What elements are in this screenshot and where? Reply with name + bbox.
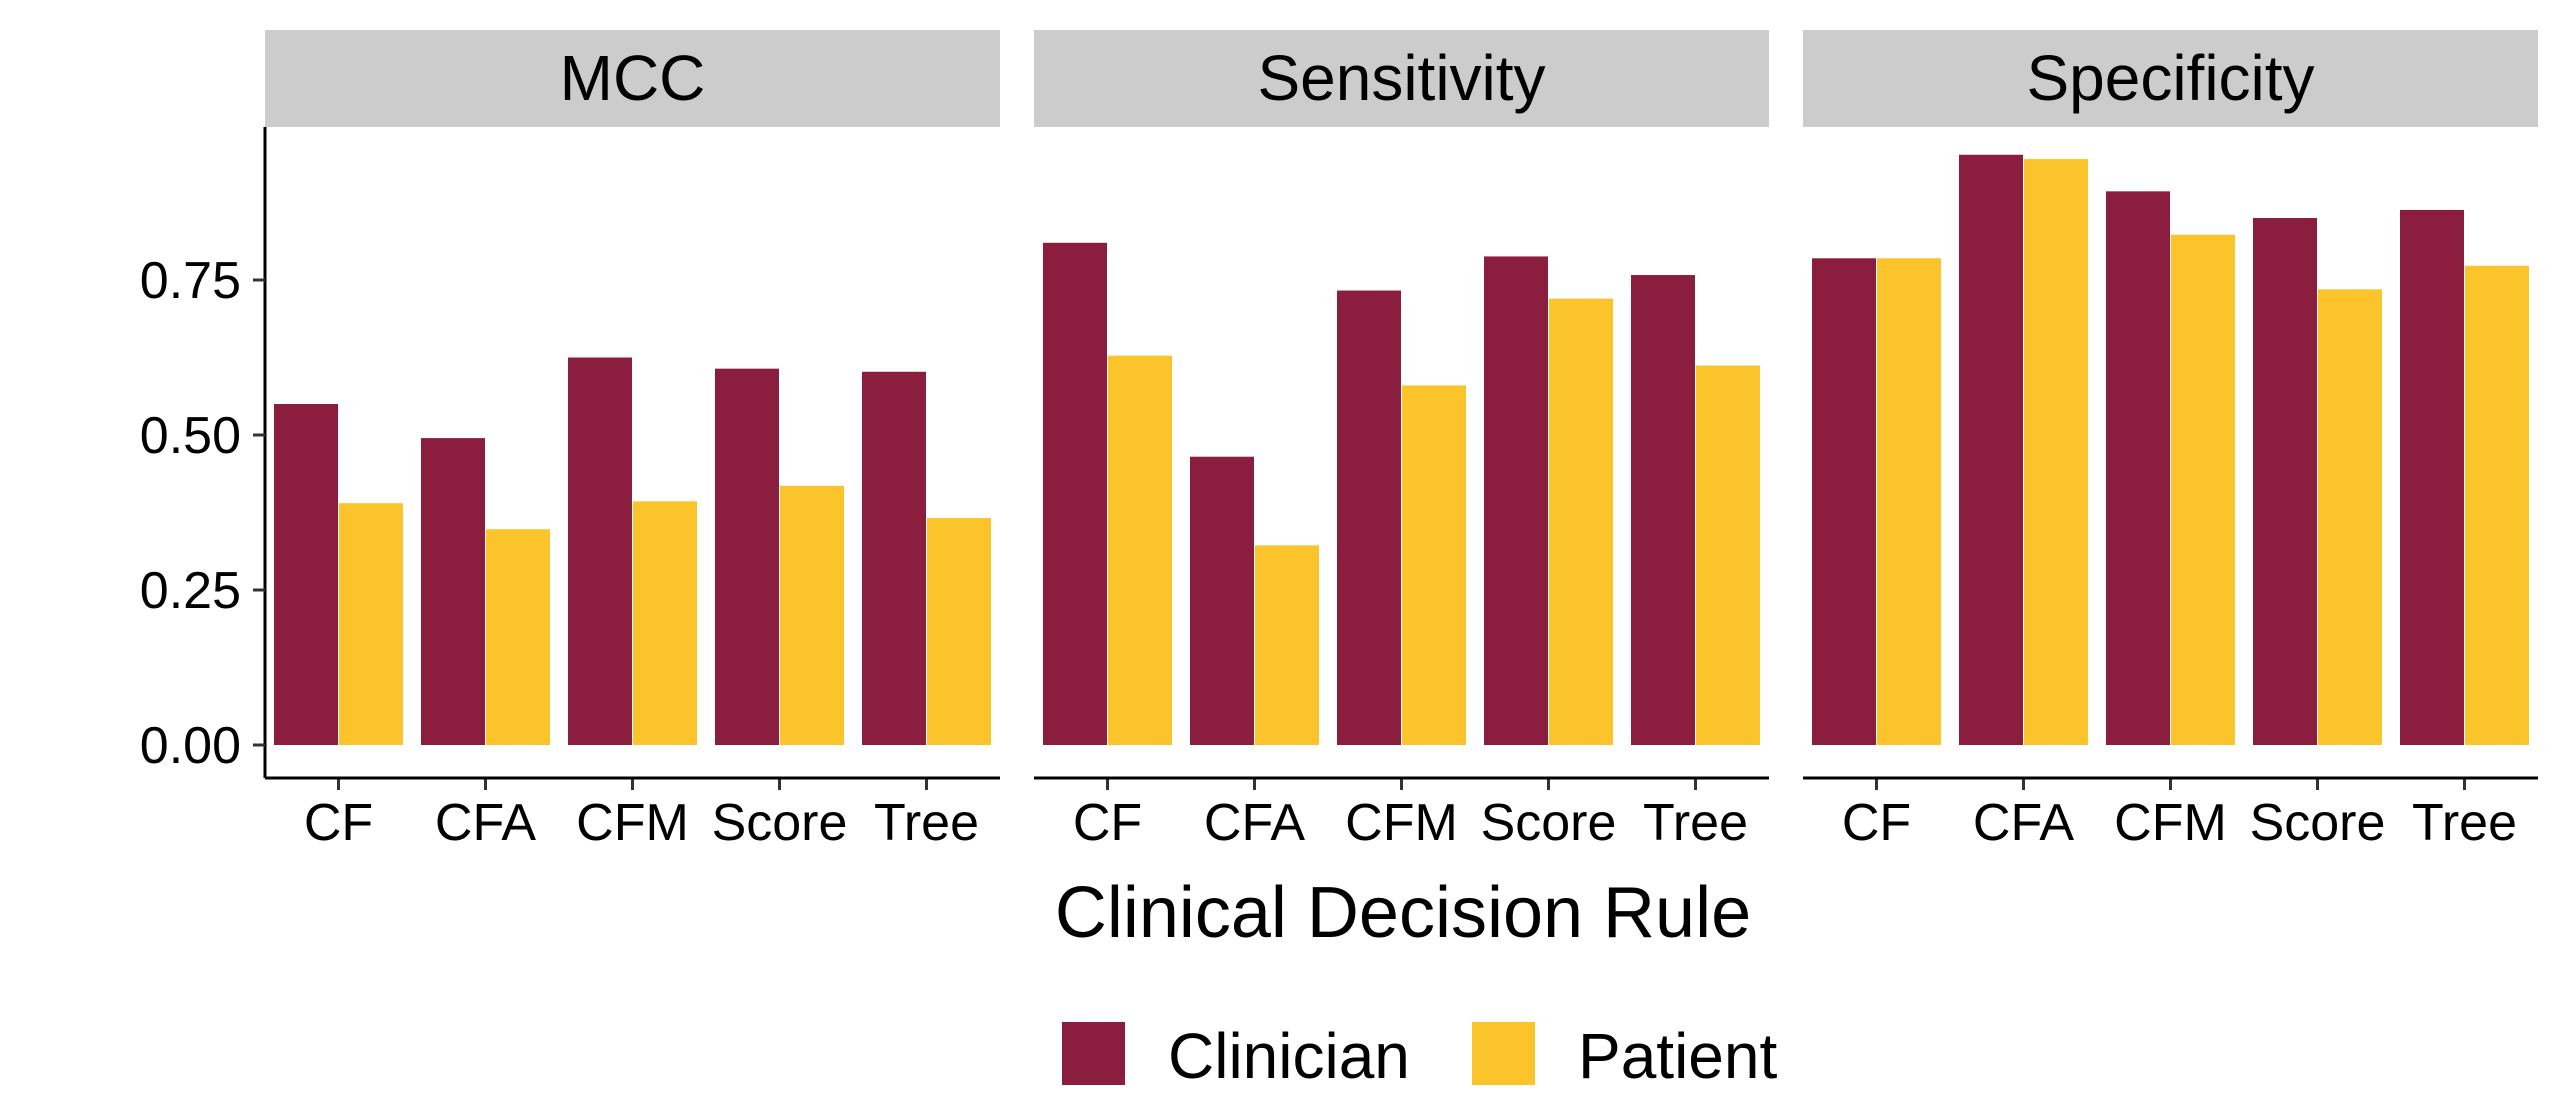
bar-patient-score	[780, 485, 844, 745]
panel-mcc: MCC CF CFA CFM Score Tree	[265, 30, 1000, 852]
bar-clinician-cf	[1043, 242, 1107, 746]
x-axis-title: Clinical Decision Rule	[1055, 873, 1751, 953]
x-tick-label: CFA	[1204, 794, 1305, 852]
bar-patient-cfa	[1255, 545, 1319, 745]
bar-patient-cf	[1877, 258, 1941, 745]
bar-patient-cfm	[2171, 234, 2235, 746]
bar-patient-cfa	[486, 529, 550, 745]
legend-key-clinician	[1062, 1022, 1125, 1085]
x-tick-label: CFM	[1345, 794, 1458, 852]
bar-clinician-cf	[1812, 258, 1876, 745]
panel-title: Sensitivity	[1257, 42, 1545, 114]
panel-title: MCC	[560, 42, 706, 114]
bar-clinician-cfa	[421, 438, 485, 745]
bar-patient-tree	[1696, 365, 1760, 745]
bar-clinician-cf	[274, 404, 338, 745]
x-tick-label: Score	[712, 794, 848, 852]
panel-title: Specificity	[2026, 42, 2314, 114]
legend: Clinician Patient	[1062, 1020, 1777, 1092]
x-tick-label: CF	[1073, 794, 1142, 852]
bar-patient-tree	[927, 518, 991, 745]
bar-patient-cf	[339, 503, 403, 745]
bar-clinician-cfm	[1337, 290, 1401, 745]
legend-key-patient	[1472, 1022, 1535, 1085]
x-tick-label: CFA	[435, 794, 536, 852]
bar-clinician-cfm	[568, 357, 632, 745]
y-axis: 0.00 0.25 0.50 0.75	[140, 127, 267, 778]
panel-specificity: Specificity CF CFA CFM Score Tree	[1803, 30, 2538, 852]
bar-patient-tree	[2465, 265, 2529, 745]
x-tick-label: Tree	[874, 794, 979, 852]
x-tick-label: CFM	[2114, 794, 2227, 852]
bar-clinician-cfa	[1190, 456, 1254, 745]
bar-patient-score	[1549, 298, 1613, 745]
panel-strip	[265, 30, 1000, 127]
y-tick-label: 0.00	[140, 717, 241, 775]
panel-strip	[1803, 30, 2538, 127]
bar-clinician-score	[1484, 256, 1548, 745]
bar-clinician-tree	[862, 371, 926, 745]
bar-clinician-tree	[2400, 209, 2464, 745]
y-tick-label: 0.50	[140, 407, 241, 465]
x-tick-label: Tree	[2412, 794, 2517, 852]
x-tick-label: CF	[304, 794, 373, 852]
legend-label-patient: Patient	[1578, 1020, 1777, 1092]
bar-patient-cf	[1108, 355, 1172, 745]
x-tick-label: Score	[2250, 794, 2386, 852]
y-tick-label: 0.75	[140, 252, 241, 310]
panel-sensitivity: Sensitivity CF CFA CFM Score Tree	[1034, 30, 1769, 852]
bar-clinician-tree	[1631, 275, 1695, 745]
x-tick-label: CF	[1842, 794, 1911, 852]
bar-patient-cfm	[1402, 385, 1466, 745]
x-tick-label: Tree	[1643, 794, 1748, 852]
panel-strip	[1034, 30, 1769, 127]
bar-clinician-score	[715, 368, 779, 745]
x-tick-label: CFM	[576, 794, 689, 852]
bar-patient-cfm	[633, 501, 697, 745]
bar-clinician-cfa	[1959, 154, 2023, 745]
bar-clinician-score	[2253, 218, 2317, 745]
bar-patient-score	[2318, 289, 2382, 745]
y-tick-label: 0.25	[140, 562, 241, 620]
legend-label-clinician: Clinician	[1168, 1020, 1410, 1092]
bar-patient-cfa	[2024, 159, 2088, 746]
x-tick-label: CFA	[1973, 794, 2074, 852]
x-tick-label: Score	[1481, 794, 1617, 852]
bar-clinician-cfm	[2106, 191, 2170, 746]
